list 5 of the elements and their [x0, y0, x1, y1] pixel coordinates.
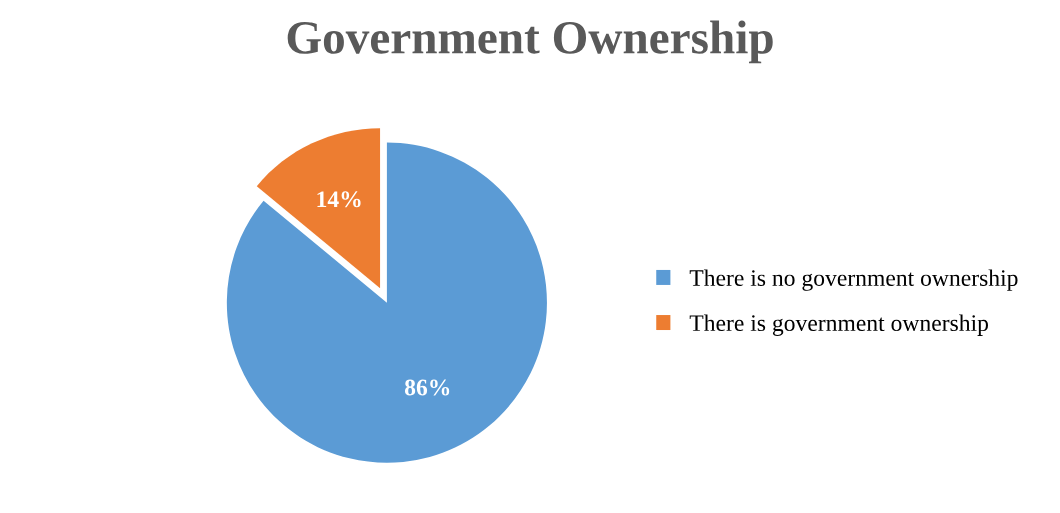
data-label: 86%: [404, 379, 450, 396]
legend-label: There is government ownership: [689, 314, 989, 336]
legend-label: There is no government ownership: [689, 269, 1018, 291]
data-label: 14%: [317, 191, 361, 208]
chart-title: Government Ownership: [287, 20, 773, 64]
